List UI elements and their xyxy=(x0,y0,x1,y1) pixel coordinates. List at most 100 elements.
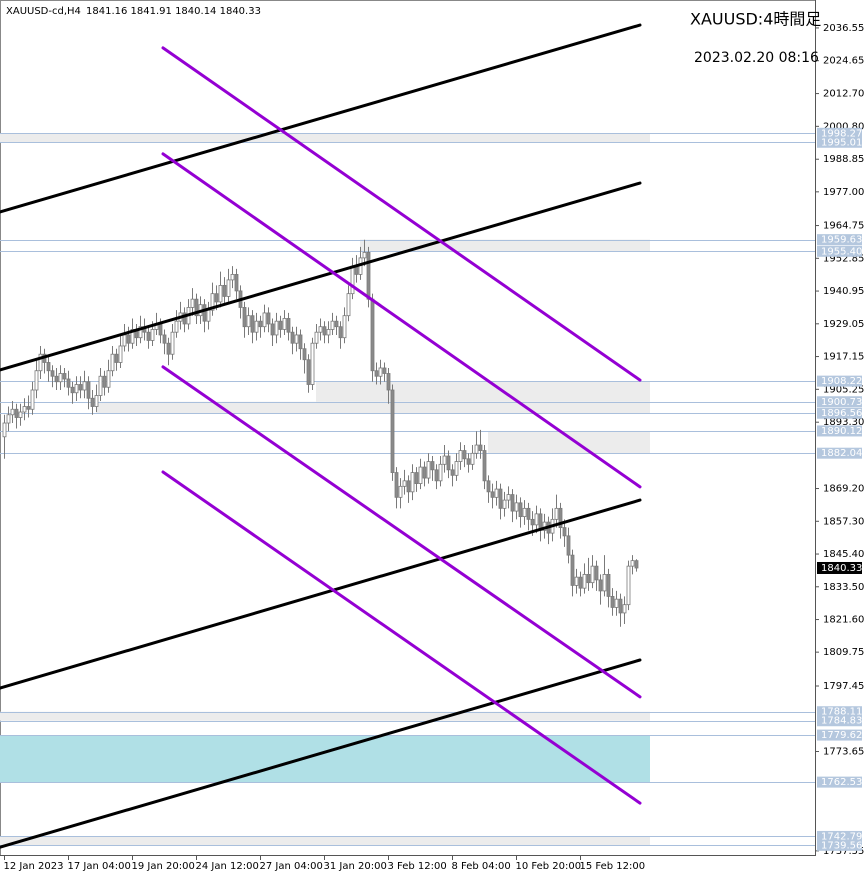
candle-body xyxy=(410,472,415,493)
level-label-box xyxy=(817,396,862,408)
level-label-box xyxy=(817,706,862,718)
candle-body xyxy=(514,502,519,512)
candle-body xyxy=(222,285,227,297)
candle-body xyxy=(290,331,295,344)
candle-body xyxy=(270,323,275,336)
level-label: 1995.01 xyxy=(821,137,862,148)
candle-body xyxy=(10,408,15,416)
candle-body xyxy=(402,480,407,487)
x-tick-label: 15 Feb 12:00 xyxy=(580,861,646,872)
symbol: XAUUSD-cd,H4 xyxy=(6,6,81,17)
candle-body xyxy=(326,329,331,336)
candle-body xyxy=(150,329,155,341)
zone xyxy=(96,401,650,414)
candle-body xyxy=(46,362,51,372)
level-label-box xyxy=(817,407,862,419)
annotation-time: 2023.02.20 08:16 xyxy=(694,50,819,66)
candle-body xyxy=(498,488,503,509)
candle-body xyxy=(602,574,607,592)
candle-body xyxy=(386,373,391,391)
y-tick-label: 1988.85 xyxy=(823,154,864,165)
level-label: 1908.22 xyxy=(821,376,862,387)
candle-body xyxy=(194,298,199,317)
candle-body xyxy=(50,370,55,377)
candle-body xyxy=(74,384,79,394)
level-label: 1890.12 xyxy=(821,426,862,437)
y-tick-label: 1977.00 xyxy=(823,187,864,198)
candle-body xyxy=(202,304,207,322)
candle-body xyxy=(586,574,591,584)
candle-body xyxy=(170,331,175,355)
current-price-label: 1840.33 xyxy=(821,563,862,574)
candle-body xyxy=(18,411,23,418)
y-tick-label: 2024.65 xyxy=(823,56,864,67)
level-label: 1955.40 xyxy=(821,246,862,257)
candle-body xyxy=(622,604,627,614)
candle-body xyxy=(122,334,127,347)
candle-body xyxy=(506,494,511,501)
level-label-box xyxy=(817,776,862,788)
candle-body xyxy=(502,499,507,509)
candle-body xyxy=(210,293,215,311)
candle-body xyxy=(558,507,563,529)
candle-body xyxy=(454,461,459,476)
trend-line xyxy=(0,498,642,690)
candle-body xyxy=(106,370,111,388)
candle-body xyxy=(338,326,343,339)
candle-body xyxy=(206,309,211,322)
candle-body xyxy=(578,576,583,589)
y-tick-label: 1809.75 xyxy=(823,647,864,658)
ohlc-text: 1841.16 1841.91 1840.14 1840.33 xyxy=(86,6,261,17)
level-label: 1779.62 xyxy=(821,730,862,741)
candle-body xyxy=(406,480,411,493)
candle-body xyxy=(458,450,463,462)
candle-body xyxy=(382,367,387,374)
candle-body xyxy=(594,565,599,581)
zone xyxy=(0,133,650,143)
candle-body xyxy=(334,320,339,328)
zone xyxy=(0,711,650,721)
candle-body xyxy=(346,293,351,317)
candle-body xyxy=(574,576,579,586)
candle-body xyxy=(554,507,559,520)
level-label-box xyxy=(817,375,862,387)
candle-body xyxy=(190,298,195,308)
level-label: 1762.53 xyxy=(821,777,862,788)
candle-body xyxy=(98,375,103,396)
y-tick-label: 2036.55 xyxy=(823,23,864,34)
candle-body xyxy=(330,320,335,330)
candle-body xyxy=(478,444,483,451)
candle-body xyxy=(398,485,403,498)
candle-body xyxy=(214,293,219,303)
candle-body xyxy=(2,422,7,438)
level-label: 1998.27 xyxy=(821,128,862,139)
x-tick-label: 31 Jan 20:00 xyxy=(324,861,387,872)
candle-body xyxy=(126,334,131,344)
candle-body xyxy=(610,596,615,608)
candle-body xyxy=(274,320,279,336)
candle-body xyxy=(470,452,475,465)
candle-body xyxy=(302,348,307,361)
zone xyxy=(316,381,650,402)
x-tick-label: 24 Jan 12:00 xyxy=(196,861,259,872)
candle-body xyxy=(366,251,371,300)
zone xyxy=(0,735,650,783)
candle-body xyxy=(90,397,95,407)
candle-body xyxy=(86,381,91,399)
candle-body xyxy=(58,373,63,383)
candle-body xyxy=(570,554,575,586)
candle-body xyxy=(414,472,419,484)
candle-body xyxy=(78,384,83,391)
candle-body xyxy=(322,326,327,336)
y-tick-label: 1821.60 xyxy=(823,615,864,626)
candle-body xyxy=(450,469,455,476)
y-tick-label: 1917.15 xyxy=(823,352,864,363)
y-tick-label: 2012.70 xyxy=(823,89,864,100)
candle-body xyxy=(606,574,611,597)
candle-body xyxy=(110,353,115,372)
candle-body xyxy=(286,318,291,333)
candle-body xyxy=(254,320,259,333)
y-tick-label: 1869.20 xyxy=(823,484,864,495)
candle-body xyxy=(582,574,587,589)
